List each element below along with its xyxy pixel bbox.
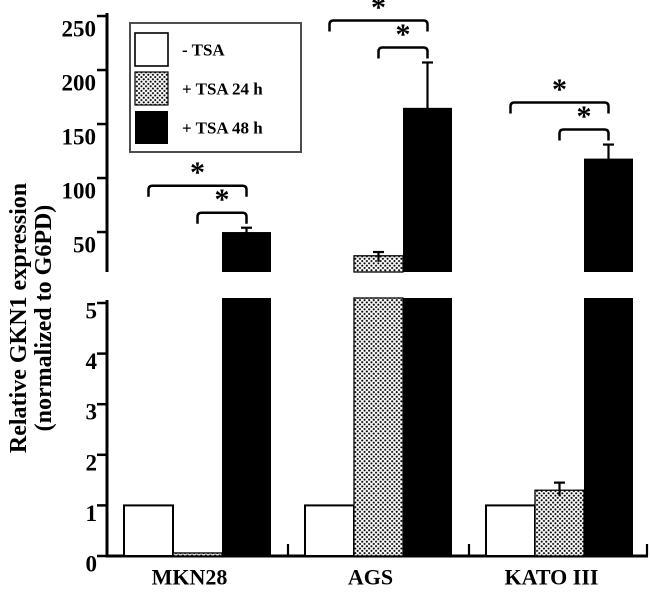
y-tick-label-lower: 5 (86, 299, 98, 324)
legend-swatch (135, 111, 168, 144)
bar-lower-segment (172, 552, 223, 557)
y-tick-label-lower: 4 (86, 349, 98, 374)
legend-label: - TSA (182, 41, 225, 60)
x-category-label: MKN28 (152, 565, 228, 590)
x-category-label: KATO III (505, 565, 599, 590)
y-tick-label-upper: 200 (62, 71, 97, 96)
bar-lower-segment (403, 298, 452, 556)
bar-lower-segment (304, 504, 355, 557)
significance-bracket (558, 128, 610, 141)
y-tick-label-upper: 50 (73, 233, 96, 258)
significance-bracket (196, 211, 248, 224)
bar-upper-segment (403, 107, 452, 272)
significance-asterisk: * (552, 73, 567, 106)
bar-lower-segment (584, 298, 633, 556)
bar-lower-segment (485, 504, 536, 557)
significance-bracket (147, 184, 248, 197)
significance-bracket (509, 101, 610, 114)
y-tick-label-upper: 250 (62, 17, 97, 42)
legend-swatch (134, 32, 169, 67)
significance-asterisk: * (215, 183, 230, 216)
legend-label: + TSA 24 h (182, 80, 263, 99)
bar-upper-segment (584, 158, 633, 272)
significance-asterisk: * (190, 156, 205, 189)
bar-upper-segment (222, 232, 271, 272)
significance-asterisk: * (371, 0, 386, 24)
bars-layer (123, 107, 633, 557)
y-axis-title-line2: (normalized to G6PD) (31, 205, 57, 432)
y-tick-label-lower: 2 (86, 450, 98, 475)
legend: - TSA + TSA 24 h + TSA 48 h (129, 22, 302, 153)
y-tick-label-lower: 1 (86, 501, 98, 526)
y-tick-label-upper: 150 (62, 125, 97, 150)
legend-label: + TSA 48 h (182, 119, 263, 138)
y-tick-label-upper: 100 (62, 179, 97, 204)
error-bars-layer (241, 61, 614, 497)
y-axis-title-line1: Relative GKN1 expression (6, 183, 32, 453)
bar-lower-segment (222, 298, 271, 556)
y-tick-label-lower: 3 (86, 400, 98, 425)
significance-bracket (328, 19, 429, 32)
labels-layer: 50 100 150 200 250 0 1 2 3 4 5 MKN28 AGS KATO III Rela… (6, 17, 598, 590)
significance-asterisk: * (577, 100, 592, 133)
bar-lower-segment (123, 504, 174, 557)
bar-lower-segment (534, 489, 585, 557)
legend-swatch (134, 71, 169, 106)
y-tick-label-lower: 0 (86, 552, 98, 577)
significance-layer: * * * * * * (147, 0, 610, 224)
bar-lower-segment (353, 297, 404, 557)
significance-asterisk: * (396, 18, 411, 51)
significance-bracket (377, 46, 429, 59)
x-category-label: AGS (348, 565, 393, 590)
